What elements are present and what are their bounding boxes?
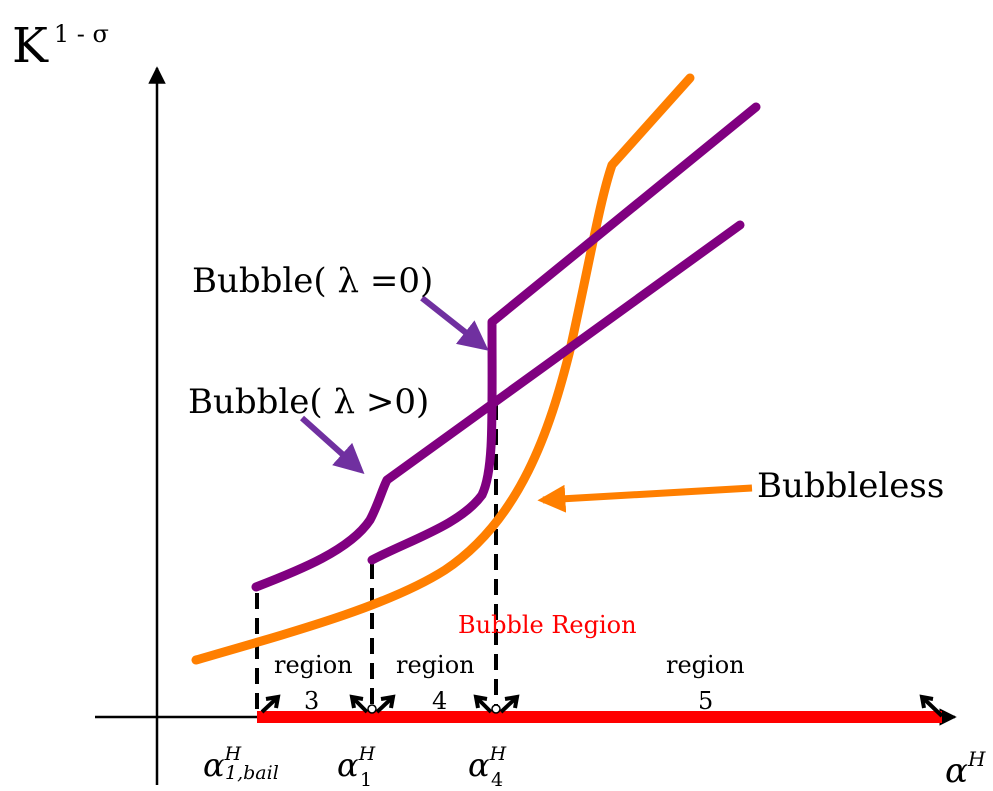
region-5-number: 5: [698, 687, 713, 715]
region-4-word: region: [396, 651, 475, 679]
bubble-lambda-zero-curve: [367, 102, 761, 565]
tick-label-alpha-1: αH: [337, 743, 376, 784]
bubble-region-label: Bubble Region: [458, 611, 637, 639]
tick-label-alpha-1-bail: αH: [203, 743, 242, 784]
tick-label-alpha-1-sub: 1: [360, 769, 372, 791]
label-bubble-lambda-zero: Bubble( λ =0): [192, 261, 433, 301]
region-4-span-arrows: [375, 694, 493, 714]
region-3-span-arrows: [260, 694, 369, 714]
pointer-arrow-bubbleless: [537, 484, 753, 513]
x-axis-label: αH: [945, 747, 986, 791]
pointer-arrow-lambda-positive: [299, 415, 365, 475]
bubbleless-curve: [191, 73, 695, 665]
region-5-span-arrows: [499, 694, 944, 718]
region-3-word: region: [274, 651, 353, 679]
tick-label-alpha-1-bail-sub: 1,bail: [225, 762, 279, 784]
pointer-arrow-lambda-zero: [420, 295, 489, 351]
tick-marker-alpha-1: [367, 704, 377, 714]
region-5-word: region: [666, 651, 745, 679]
tick-label-alpha-4-sub: 4: [491, 769, 503, 791]
label-bubbleless: Bubbleless: [757, 466, 944, 506]
label-bubble-lambda-positive: Bubble( λ >0): [188, 382, 429, 422]
region-3-number: 3: [304, 687, 319, 715]
bubble-lambda-positive-curve: [251, 220, 745, 592]
region-4-number: 4: [432, 687, 447, 715]
tick-label-alpha-4: αH: [468, 743, 507, 784]
tick-marker-alpha-4: [491, 704, 501, 714]
